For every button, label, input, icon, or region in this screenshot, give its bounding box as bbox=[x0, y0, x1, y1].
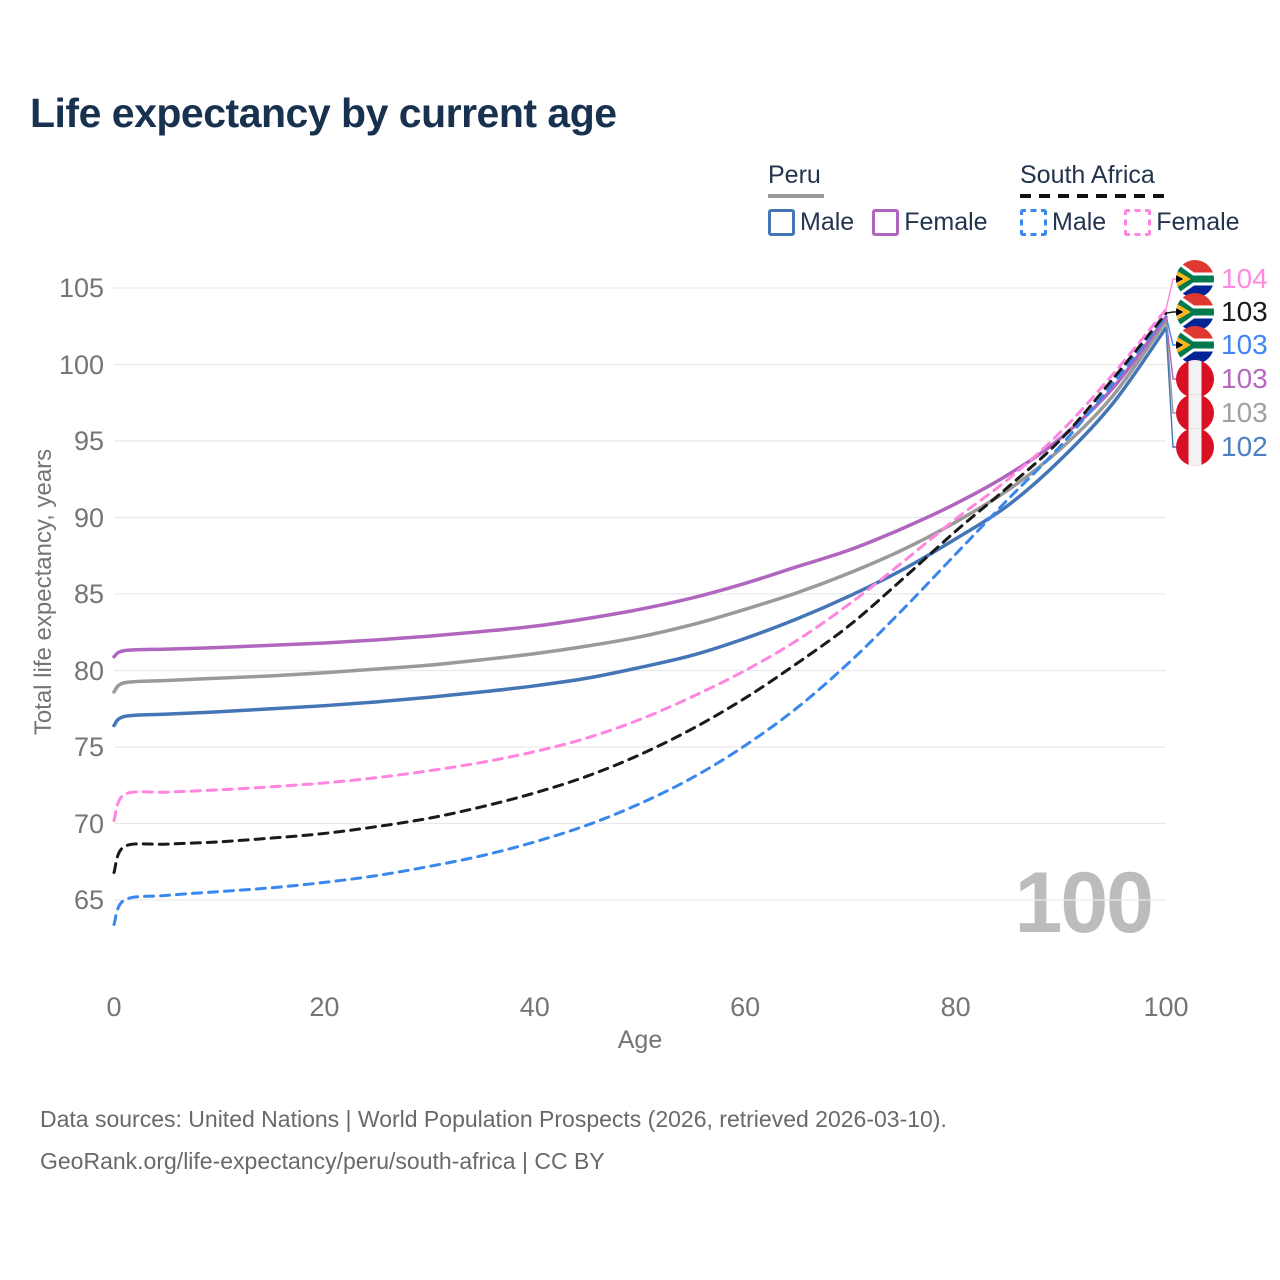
legend-swatch-sa-female[interactable] bbox=[1124, 209, 1152, 236]
legend-swatch-sa-male[interactable] bbox=[1020, 209, 1047, 236]
age-watermark: 100 bbox=[1014, 855, 1155, 951]
y-tick-label-65: 65 bbox=[73, 885, 104, 915]
legend-peru-line-sample bbox=[768, 194, 824, 198]
x-tick-label-40: 40 bbox=[519, 992, 550, 1022]
y-tick-label-95: 95 bbox=[73, 426, 104, 456]
y-tick-label-70: 70 bbox=[73, 808, 104, 839]
end-label-value: 104 bbox=[1221, 263, 1268, 294]
y-tick-label-80: 80 bbox=[73, 655, 104, 686]
page-title: Life expectancy by current age bbox=[30, 90, 617, 136]
y-tick-label-75: 75 bbox=[73, 732, 104, 762]
peru-flag-icon bbox=[1176, 428, 1214, 466]
legend-label-peru-male[interactable]: Male bbox=[800, 208, 855, 236]
legend-label-sa-female[interactable]: Female bbox=[1156, 208, 1240, 236]
y-tick-label-105: 105 bbox=[58, 273, 104, 303]
end-label-value: 103 bbox=[1221, 329, 1268, 360]
legend-label-peru-female[interactable]: Female bbox=[904, 208, 988, 236]
legend-south-africa-title: South Africa bbox=[1020, 161, 1155, 189]
legend-group-south-africa: South Africa Male Female bbox=[1020, 161, 1240, 237]
legend-peru-title: Peru bbox=[768, 161, 821, 189]
end-label-row-peru-male: 102 bbox=[1176, 428, 1268, 466]
series-line-south-africa-female[interactable] bbox=[112, 307, 1168, 822]
legend-group-peru: Peru Male Female bbox=[768, 161, 988, 237]
series-line-peru-male[interactable] bbox=[112, 326, 1168, 728]
x-tick-label-20: 20 bbox=[309, 992, 340, 1022]
x-tick-label-60: 60 bbox=[730, 992, 761, 1022]
series-line-peru-both-sexes[interactable] bbox=[112, 319, 1168, 694]
end-label-value: 103 bbox=[1221, 397, 1268, 428]
end-label-row-south-africa-male: 103 bbox=[1176, 326, 1268, 364]
end-label-value: 102 bbox=[1221, 431, 1268, 462]
legend-swatch-peru-male[interactable] bbox=[768, 209, 795, 236]
south-africa-flag-icon bbox=[1176, 326, 1214, 364]
legend-swatch-peru-female[interactable] bbox=[872, 209, 900, 236]
peru-flag-icon bbox=[1176, 360, 1214, 398]
y-tick-label-100: 100 bbox=[58, 349, 104, 380]
end-label-value: 103 bbox=[1221, 296, 1268, 327]
south-africa-flag-icon bbox=[1176, 293, 1214, 331]
y-tick-label-85: 85 bbox=[73, 579, 104, 609]
end-label-row-south-africa-both-sexes: 103 bbox=[1176, 293, 1268, 331]
x-tick-label-0: 0 bbox=[106, 992, 122, 1022]
x-tick-label-100: 100 bbox=[1143, 992, 1189, 1022]
x-tick-label-80: 80 bbox=[940, 992, 971, 1022]
y-tick-label-90: 90 bbox=[73, 502, 104, 533]
series-line-south-africa-both-sexes[interactable] bbox=[112, 311, 1168, 874]
footer-url-line: GeoRank.org/life-expectancy/peru/south-a… bbox=[40, 1148, 605, 1174]
peru-flag-icon bbox=[1176, 394, 1214, 432]
footer-source-line: Data sources: United Nations | World Pop… bbox=[40, 1106, 947, 1132]
south-africa-flag-icon bbox=[1176, 260, 1214, 298]
legend-label-sa-male[interactable]: Male bbox=[1052, 208, 1107, 236]
end-label-row-peru-both-sexes: 103 bbox=[1176, 394, 1268, 432]
series-line-peru-female[interactable] bbox=[112, 315, 1168, 659]
x-axis-title: Age bbox=[617, 1026, 663, 1054]
end-label-row-south-africa-female: 104 bbox=[1176, 260, 1268, 298]
end-label-value: 103 bbox=[1221, 363, 1268, 394]
end-label-row-peru-female: 103 bbox=[1176, 360, 1268, 398]
series-line-south-africa-male[interactable] bbox=[112, 314, 1168, 926]
legend-south-africa-line-sample bbox=[1020, 194, 1164, 198]
